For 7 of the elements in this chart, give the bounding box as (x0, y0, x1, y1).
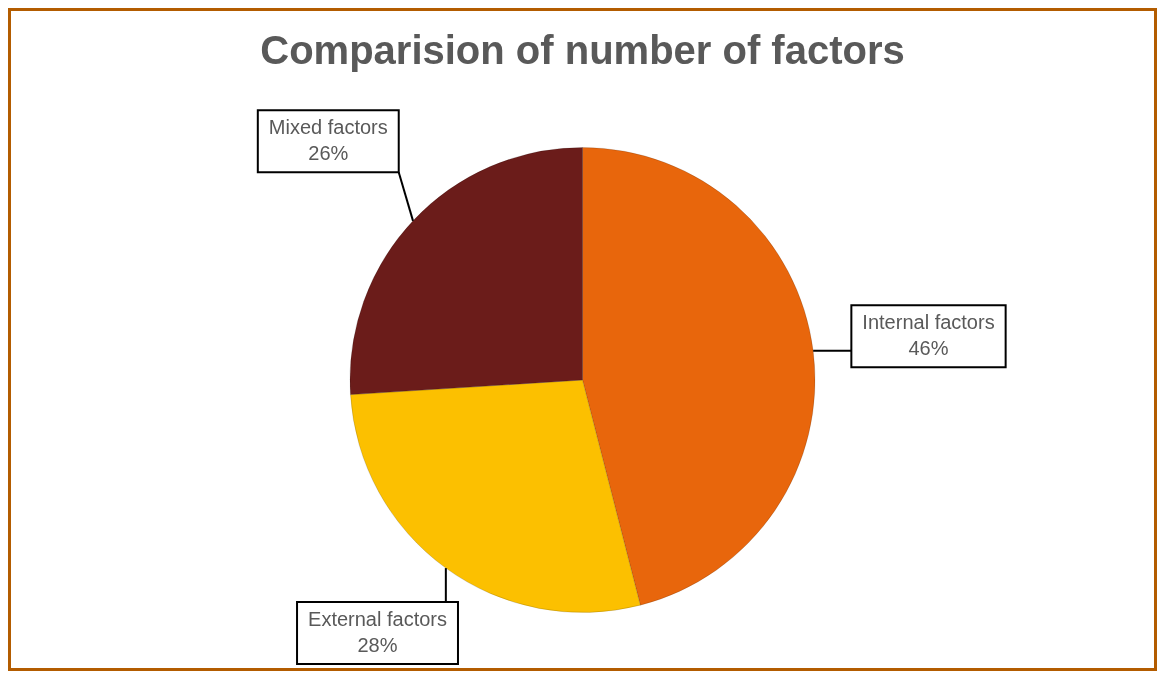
slice-label: Internal factors (862, 310, 995, 333)
chart-title: Comparision of number of factors (260, 28, 905, 73)
slice-label: External factors (308, 607, 447, 630)
data-label: 46% (908, 336, 949, 359)
data-label: 26% (308, 141, 349, 164)
data-label: 28% (357, 633, 398, 656)
slice-label: Mixed factors (268, 115, 388, 138)
